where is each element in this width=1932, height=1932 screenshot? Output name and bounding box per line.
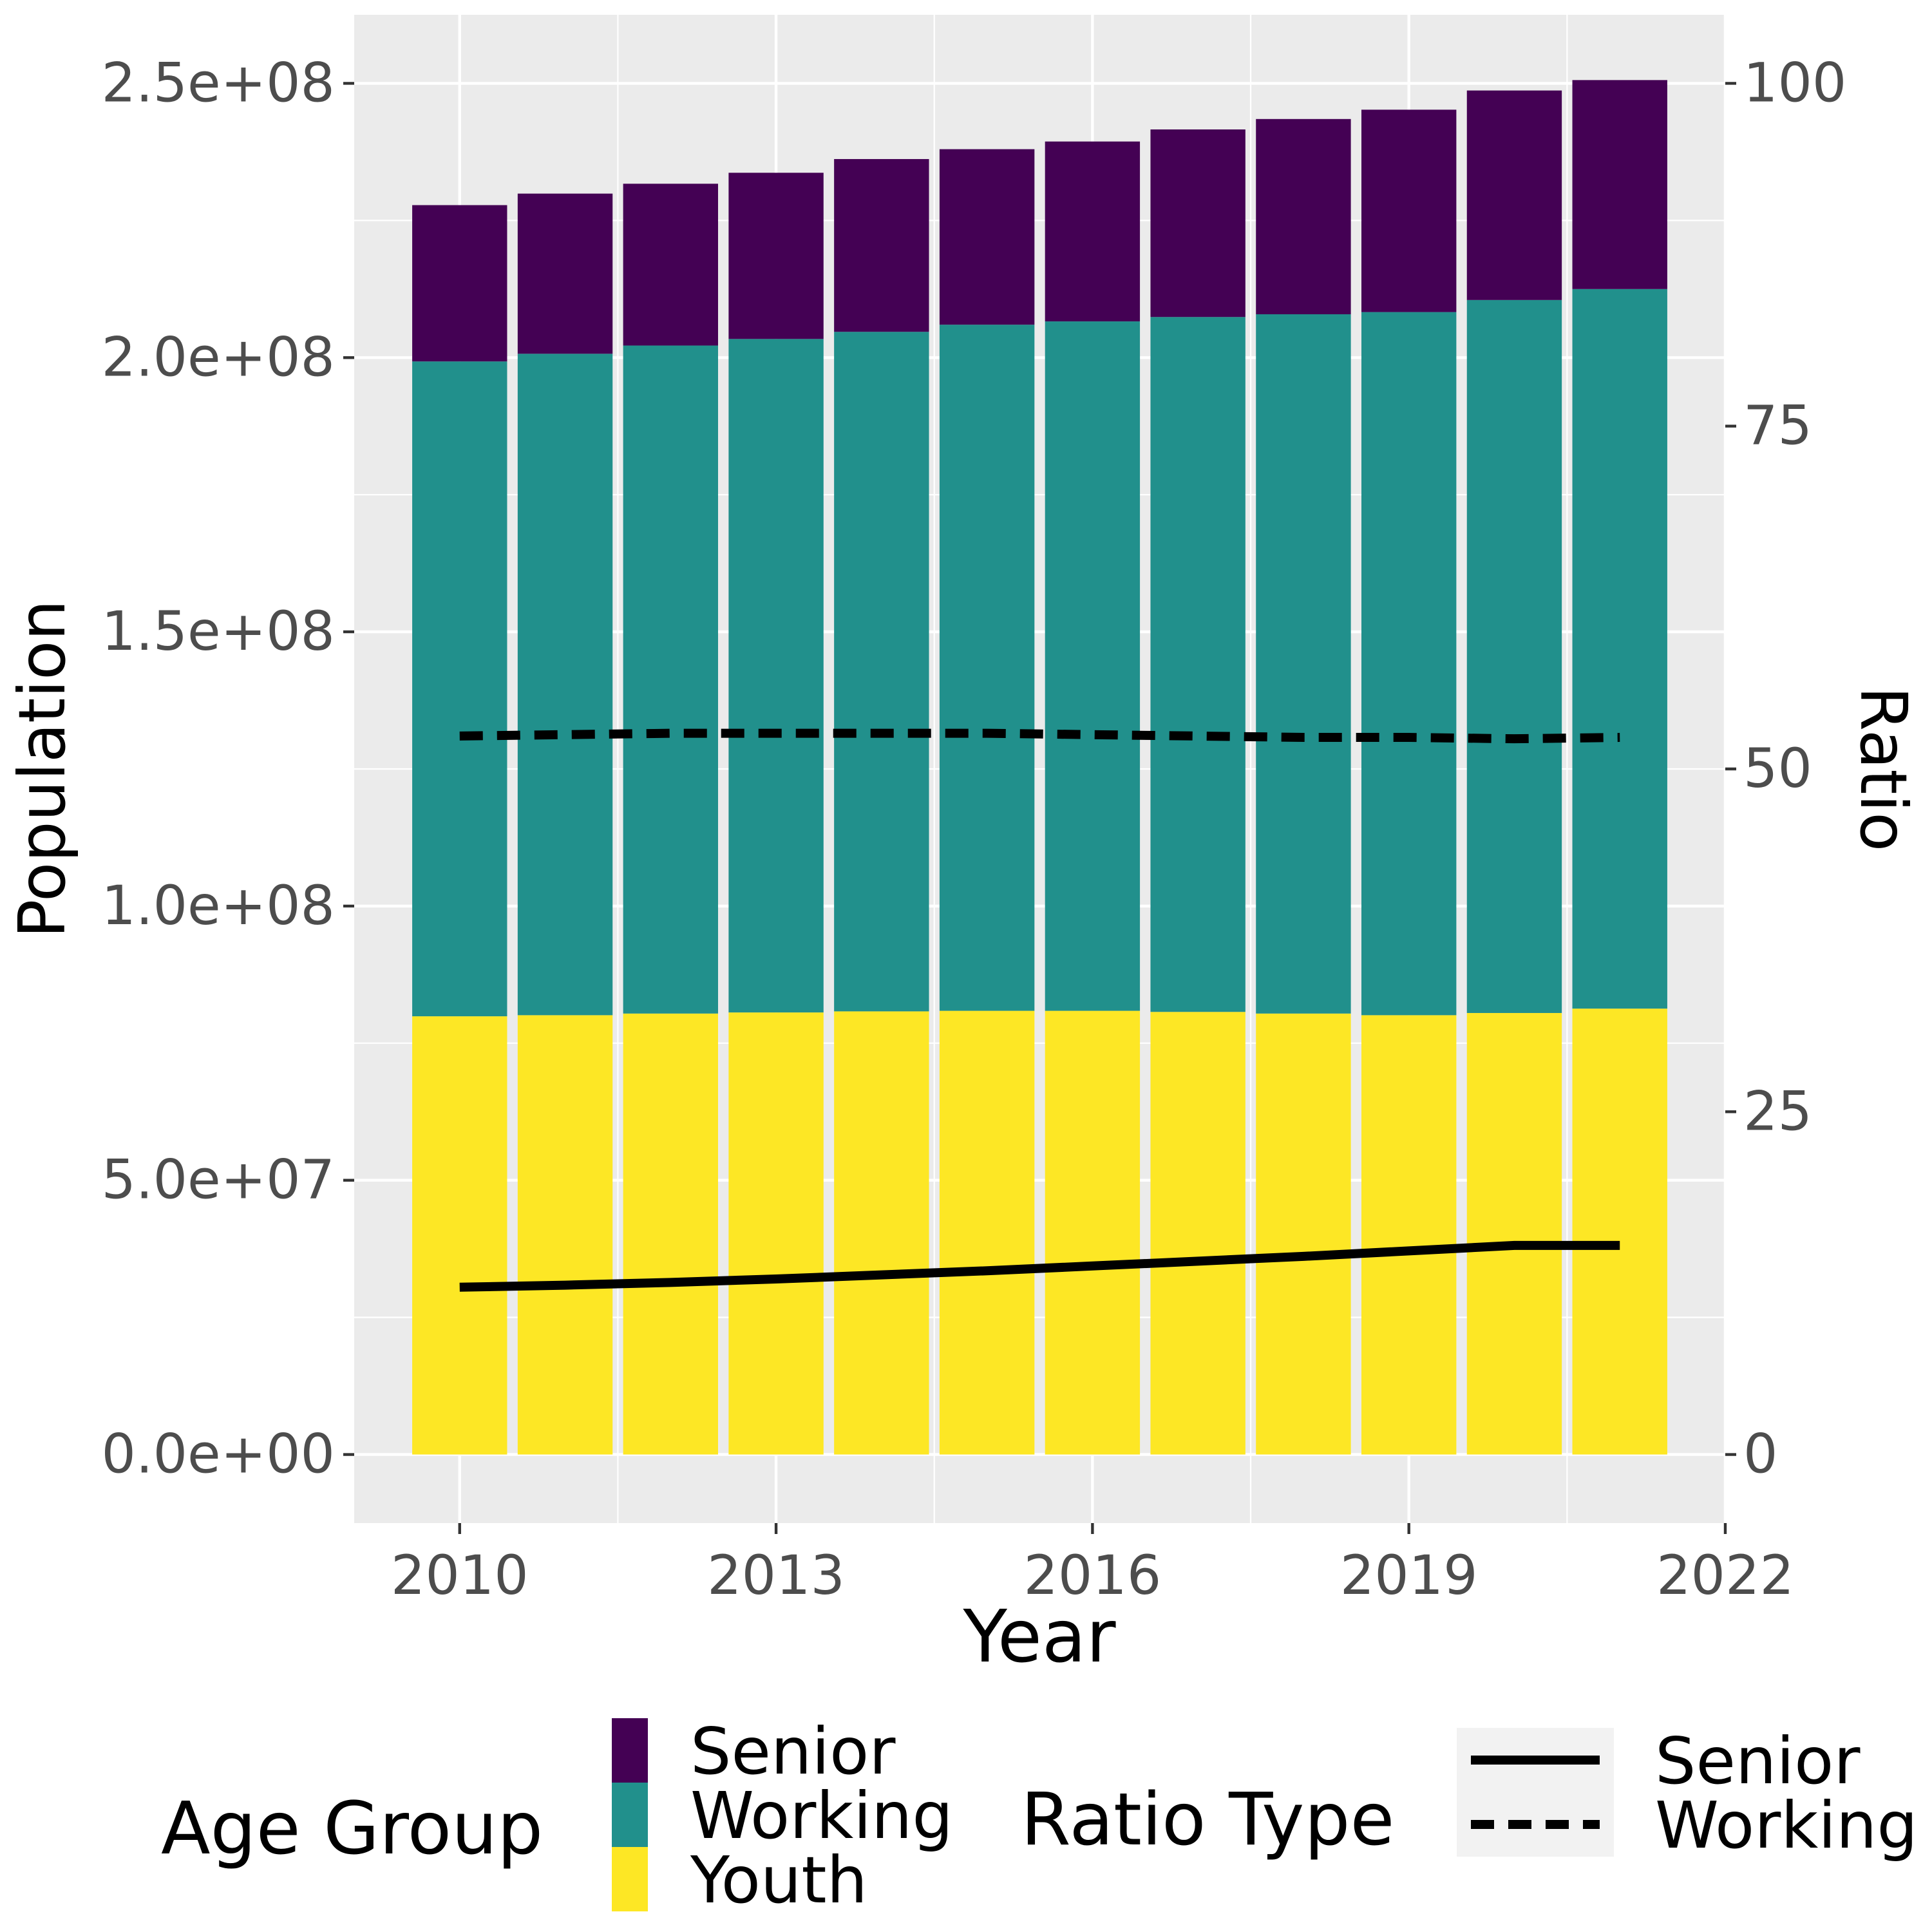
bar-working-2013 xyxy=(728,339,824,1013)
bar-youth-2019 xyxy=(1361,1015,1457,1455)
x-tick-label: 2010 xyxy=(391,1544,529,1607)
bar-senior-2015 xyxy=(939,149,1035,325)
y-tick-label: 5.0e+07 xyxy=(101,1148,335,1211)
x-tick-label: 2022 xyxy=(1656,1544,1794,1607)
legend-ratio-label-working: Working xyxy=(1655,1788,1918,1863)
bar-youth-2014 xyxy=(834,1011,929,1455)
legend-swatch-working xyxy=(612,1783,648,1847)
bar-working-2020 xyxy=(1466,299,1562,1013)
line-ratio-senior xyxy=(459,1240,1620,1292)
bar-youth-2013 xyxy=(728,1012,824,1455)
legend-swatch-senior xyxy=(612,1718,648,1783)
bar-youth-2021 xyxy=(1572,1009,1667,1455)
bar-youth-2011 xyxy=(517,1015,613,1455)
bar-youth-2017 xyxy=(1150,1012,1245,1455)
bar-working-2011 xyxy=(517,354,613,1016)
x-tick-label: 2016 xyxy=(1023,1544,1161,1607)
bar-youth-2010 xyxy=(412,1016,507,1455)
y2-tick-label: 0 xyxy=(1743,1423,1777,1486)
bar-youth-2016 xyxy=(1045,1010,1141,1455)
bar-senior-2016 xyxy=(1045,141,1141,322)
bar-working-2012 xyxy=(623,345,719,1014)
axes: 0.0e+00 5.0e+07 1.0e+08 1.5e+08 2.0e+08 2.5e+… xyxy=(101,51,1846,1607)
bar-senior-2010 xyxy=(412,205,507,362)
y-tick-label: 2.5e+08 xyxy=(101,51,335,114)
line-ratio-working xyxy=(459,728,1620,744)
bar-senior-2019 xyxy=(1361,109,1457,312)
bar-senior-2017 xyxy=(1150,129,1245,317)
bar-working-2016 xyxy=(1045,321,1141,1011)
bar-senior-2020 xyxy=(1466,90,1562,300)
x-tick-label: 2013 xyxy=(707,1544,845,1607)
y-axis-title: Population xyxy=(5,600,80,938)
y2-axis-title: Ratio xyxy=(1846,687,1921,852)
y-tick-label: 1.5e+08 xyxy=(101,600,335,663)
y2-tick-label: 75 xyxy=(1743,394,1812,457)
bar-working-2010 xyxy=(412,361,507,1017)
bar-youth-2012 xyxy=(623,1013,719,1455)
legend-ratio-type-title: Ratio Type xyxy=(1021,1778,1394,1862)
legend-label-senior: Senior xyxy=(690,1714,896,1789)
y-tick-label: 1.0e+08 xyxy=(101,874,335,937)
bar-working-2015 xyxy=(939,325,1035,1011)
bar-working-2018 xyxy=(1256,314,1351,1014)
y2-tick-label: 100 xyxy=(1743,51,1846,114)
legend-swatch-youth xyxy=(612,1847,648,1911)
x-axis-title: Year xyxy=(962,1595,1116,1679)
bar-working-2017 xyxy=(1150,317,1245,1012)
bar-senior-2021 xyxy=(1572,80,1667,289)
y-tick-label: 2.0e+08 xyxy=(101,325,335,388)
legend-ratio-label-senior: Senior xyxy=(1655,1723,1861,1799)
stacked-bars xyxy=(412,80,1667,1455)
y2-tick-label: 25 xyxy=(1743,1079,1812,1142)
bar-youth-2015 xyxy=(939,1010,1035,1455)
legend-label-working: Working xyxy=(690,1778,953,1853)
legend-age-group-title: Age Group xyxy=(161,1787,543,1871)
bar-senior-2013 xyxy=(728,173,824,339)
bar-youth-2020 xyxy=(1466,1012,1562,1455)
bar-working-2014 xyxy=(834,332,929,1012)
bar-senior-2011 xyxy=(517,193,613,354)
bar-working-2021 xyxy=(1572,289,1667,1009)
bar-senior-2014 xyxy=(834,158,929,332)
legend-label-youth: Youth xyxy=(690,1842,867,1918)
y-tick-label: 0.0e+00 xyxy=(101,1423,335,1486)
legend-key-background xyxy=(1457,1728,1614,1857)
x-tick-label: 2019 xyxy=(1340,1544,1478,1607)
y2-tick-label: 50 xyxy=(1743,737,1812,800)
ratio-lines xyxy=(459,728,1620,1292)
bar-senior-2018 xyxy=(1256,118,1351,314)
bar-senior-2012 xyxy=(623,184,719,346)
bar-youth-2018 xyxy=(1256,1013,1351,1455)
bar-working-2019 xyxy=(1361,312,1457,1016)
